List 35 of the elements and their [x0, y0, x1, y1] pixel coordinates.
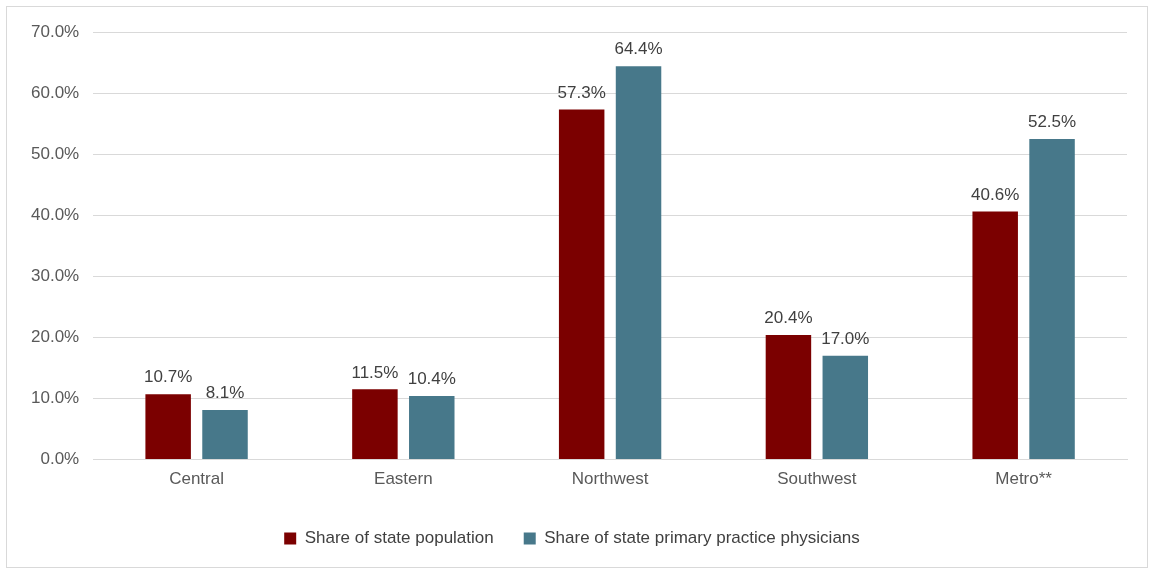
y-tick-label: 40.0%	[31, 204, 80, 224]
data-label: 57.3%	[557, 82, 606, 102]
data-label: 17.0%	[821, 328, 870, 348]
bar	[1029, 138, 1075, 460]
legend-label: Share of state primary practice physicians	[544, 528, 860, 548]
data-label: 64.4%	[614, 39, 663, 59]
data-label: 10.4%	[407, 369, 456, 389]
y-tick-label: 0.0%	[40, 449, 80, 469]
bar	[972, 211, 1018, 460]
bar	[202, 410, 248, 460]
data-label: 10.7%	[144, 367, 193, 387]
bar	[615, 66, 662, 460]
y-tick-label: 50.0%	[31, 143, 80, 163]
x-tick-label: Eastern	[374, 469, 433, 489]
y-tick-label: 30.0%	[31, 266, 80, 286]
x-tick-label: Northwest	[571, 469, 649, 489]
bar	[765, 334, 812, 460]
bar	[822, 355, 869, 460]
bar	[145, 394, 191, 460]
data-label: 40.6%	[971, 184, 1020, 204]
data-label: 8.1%	[205, 383, 245, 403]
x-tick-label: Southwest	[777, 469, 857, 489]
x-tick-label: Central	[169, 469, 224, 489]
bar	[409, 396, 455, 460]
bar	[558, 109, 605, 460]
y-tick-label: 10.0%	[31, 388, 80, 408]
data-label: 52.5%	[1027, 112, 1077, 132]
y-tick-label: 20.0%	[31, 327, 80, 347]
data-label: 11.5%	[351, 362, 399, 382]
legend-label: Share of state population	[304, 528, 494, 548]
data-label: 20.4%	[764, 308, 813, 328]
x-tick-label: Metro**	[995, 469, 1053, 489]
y-tick-label: 70.0%	[31, 21, 80, 41]
y-tick-label: 60.0%	[31, 82, 80, 102]
bar	[352, 389, 398, 460]
